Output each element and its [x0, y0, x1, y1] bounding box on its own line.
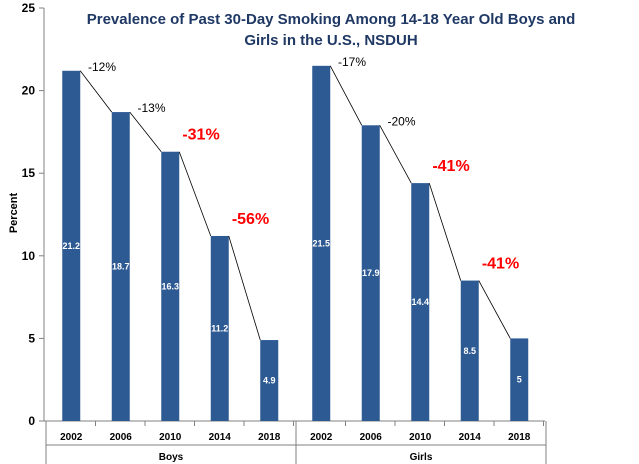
- data-label: 8.5: [463, 346, 476, 356]
- x-category-label: 2006: [110, 432, 133, 443]
- x-category-label: 2014: [459, 432, 482, 443]
- bar-boys-2002: [62, 70, 81, 421]
- y-tick-label: 5: [28, 331, 35, 345]
- change-connector: [329, 65, 363, 126]
- data-label: 11.2: [211, 323, 228, 333]
- data-label: 14.4: [411, 297, 429, 307]
- change-annotation: -56%: [232, 211, 269, 228]
- bar-girls-2006: [361, 125, 380, 422]
- y-tick-label: 0: [28, 414, 35, 428]
- change-connector: [79, 70, 113, 113]
- x-category-label: 2018: [258, 432, 281, 443]
- change-connector: [428, 182, 462, 281]
- data-label: 4.9: [263, 376, 276, 386]
- change-annotation: -31%: [182, 127, 219, 144]
- bar-boys-2006: [111, 112, 130, 422]
- change-annotation: -17%: [338, 55, 366, 69]
- bar-girls-2002: [312, 65, 331, 421]
- change-annotation: -41%: [432, 158, 469, 175]
- change-annotation: -12%: [88, 60, 116, 74]
- bar-boys-2018: [260, 340, 279, 421]
- change-connector: [178, 151, 212, 237]
- data-label: 21.2: [62, 241, 80, 251]
- y-tick-label: 10: [22, 249, 36, 263]
- y-tick-label: 20: [22, 84, 36, 98]
- x-group-label: Girls: [410, 452, 433, 463]
- change-connector: [379, 125, 412, 184]
- change-annotation: -41%: [482, 256, 519, 273]
- data-label: 17.9: [362, 268, 380, 278]
- change-connector: [228, 235, 261, 341]
- bar-girls-2014: [460, 280, 479, 421]
- data-label: 18.7: [112, 262, 130, 272]
- change-connector: [478, 280, 511, 339]
- x-category-label: 2014: [209, 432, 232, 443]
- chart-title-line-2: Girls in the U.S., NSDUH: [244, 32, 417, 49]
- data-label: 21.5: [312, 238, 330, 248]
- y-tick-label: 15: [22, 166, 36, 180]
- x-category-label: 2010: [409, 432, 432, 443]
- bar-girls-2010: [411, 183, 430, 421]
- bar-girls-2018: [510, 338, 529, 421]
- x-group-label: Boys: [159, 452, 184, 463]
- x-category-label: 2006: [360, 432, 383, 443]
- change-annotation: -20%: [387, 114, 415, 128]
- plot-area: 0 5 10 15 20 25 21.2 2002 18.7 2006 16.3 2010 11.2 20…: [22, 1, 547, 464]
- x-category-label: 2002: [310, 432, 333, 443]
- bar-boys-2014: [210, 235, 229, 421]
- y-tick-label: 25: [22, 1, 36, 15]
- x-category-label: 2010: [159, 432, 182, 443]
- data-label: 5: [517, 375, 522, 385]
- data-label: 16.3: [161, 281, 179, 291]
- change-connector: [129, 111, 162, 152]
- bar-boys-2010: [161, 151, 180, 421]
- y-axis-label: Percent: [8, 192, 20, 233]
- x-category-label: 2002: [60, 432, 83, 443]
- chart-title-line-1: Prevalence of Past 30-Day Smoking Among …: [87, 11, 576, 28]
- change-annotation: -13%: [137, 101, 165, 115]
- x-category-label: 2018: [508, 432, 531, 443]
